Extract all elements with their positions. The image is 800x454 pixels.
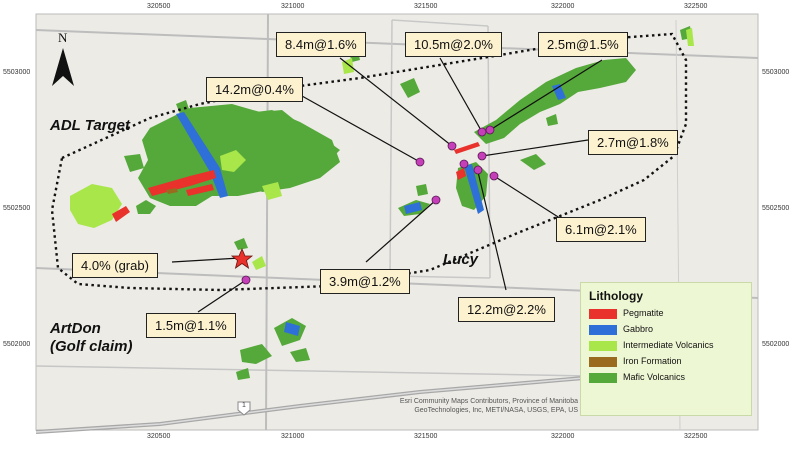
x-tick-label: 322000 <box>551 433 575 440</box>
drill-hole-marker <box>431 195 441 205</box>
assay-callout[interactable]: 2.5m@1.5% <box>538 32 628 57</box>
drill-hole-marker <box>415 157 425 167</box>
drill-hole-markers <box>241 125 499 285</box>
x-tick-label: 321500 <box>414 3 438 10</box>
property-boundary <box>50 32 688 292</box>
x-tick-label: 320500 <box>147 3 171 10</box>
x-tick-label: 321500 <box>414 433 438 440</box>
place-label-golf-claim: (Golf claim) <box>50 338 133 355</box>
x-tick-label: 322500 <box>684 433 708 440</box>
map-credits: Esri Community Maps Contributors, Provin… <box>398 397 578 415</box>
x-tick-label: 322500 <box>684 3 708 10</box>
legend-swatch <box>589 356 617 367</box>
legend-label: Intermediate Volcanics <box>623 340 714 350</box>
assay-callout[interactable]: 10.5m@2.0% <box>405 32 502 57</box>
credits-line-1: Esri Community Maps Contributors, Provin… <box>399 398 578 405</box>
y-tick-label: 5503000 <box>3 69 31 76</box>
y-tick-label: 5502000 <box>3 341 31 348</box>
legend-swatch <box>589 372 617 383</box>
callout-leaders <box>171 57 603 313</box>
legend-item-iron-formation: Iron Formation <box>589 356 682 368</box>
legend-item-pegmatite: Pegmatite <box>589 308 664 320</box>
drill-hole-marker <box>459 159 469 169</box>
drill-hole-marker <box>489 171 499 181</box>
pegmatite-polygons <box>112 142 480 222</box>
y-tick-label: 5503000 <box>762 69 790 76</box>
legend-label: Pegmatite <box>623 308 664 318</box>
x-tick-label: 321000 <box>281 433 305 440</box>
north-arrow-letter: N <box>58 30 68 45</box>
place-label-artdon: ArtDon <box>50 320 101 337</box>
drill-hole-marker <box>447 141 457 151</box>
assay-callout[interactable]: 14.2m@0.4% <box>206 77 303 102</box>
intermediate-volcanics-polygons <box>70 28 694 270</box>
drill-hole-marker <box>477 127 487 137</box>
drill-hole-marker <box>473 165 483 175</box>
legend-label: Gabbro <box>623 324 654 334</box>
north-arrow: N <box>50 30 76 90</box>
assay-callout[interactable]: 1.5m@1.1% <box>146 313 236 338</box>
lithology-legend: Lithology Pegmatite Gabbro Intermediate … <box>580 282 752 416</box>
highway-shield-number: 1 <box>242 402 246 409</box>
iron-formation-polygons <box>166 188 178 194</box>
y-tick-label: 5502500 <box>762 205 790 212</box>
drill-hole-marker <box>241 275 251 285</box>
assay-callout[interactable]: 3.9m@1.2% <box>320 269 410 294</box>
legend-item-gabbro: Gabbro <box>589 324 653 336</box>
legend-swatch <box>589 308 617 319</box>
y-tick-label: 5502500 <box>3 205 31 212</box>
grab-sample-star-icon <box>230 247 254 269</box>
x-tick-label: 320500 <box>147 433 171 440</box>
assay-callout[interactable]: 12.2m@2.2% <box>458 297 555 322</box>
legend-item-intermediate-volcanics: Intermediate Volcanics <box>589 340 714 352</box>
legend-title: Lithology <box>589 289 643 303</box>
north-arrow-icon <box>52 48 74 86</box>
legend-swatch <box>589 324 617 335</box>
legend-label: Iron Formation <box>623 356 682 366</box>
place-label-adl-target: ADL Target <box>50 117 131 134</box>
legend-swatch <box>589 340 617 351</box>
assay-callout[interactable]: 2.7m@1.8% <box>588 130 678 155</box>
drill-hole-marker <box>477 151 487 161</box>
assay-callout[interactable]: 6.1m@2.1% <box>556 217 646 242</box>
place-label-lucy: Lucy <box>443 251 479 268</box>
x-tick-label: 321000 <box>281 3 305 10</box>
credits-line-2: GeoTechnologies, Inc, METI/NASA, USGS, E… <box>414 407 578 414</box>
assay-callout[interactable]: 8.4m@1.6% <box>276 32 366 57</box>
drill-hole-marker <box>485 125 495 135</box>
legend-label: Mafic Volcanics <box>623 372 686 382</box>
legend-item-mafic-volcanics: Mafic Volcanics <box>589 372 685 384</box>
highway-shield-icon <box>237 401 251 416</box>
y-tick-label: 5502000 <box>762 341 790 348</box>
assay-callout[interactable]: 4.0% (grab) <box>72 253 158 278</box>
x-tick-label: 322000 <box>551 3 575 10</box>
